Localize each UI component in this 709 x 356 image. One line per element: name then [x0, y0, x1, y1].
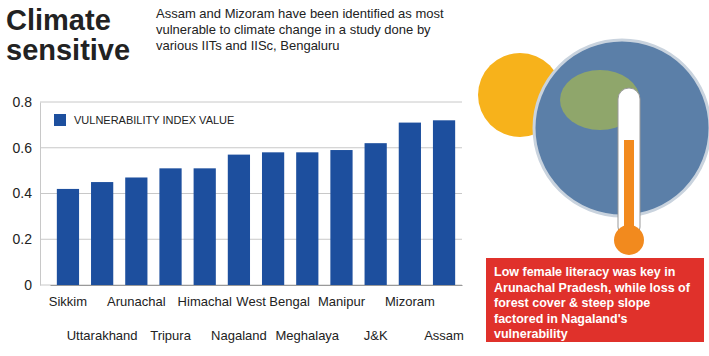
bar	[433, 120, 455, 285]
thermometer-bulb	[614, 225, 644, 255]
title: Climatesensitive	[6, 4, 130, 66]
grid	[40, 102, 462, 285]
x-tick: West Bengal	[236, 285, 310, 309]
x-tick-label: J&K	[364, 328, 388, 343]
grid-line	[40, 147, 462, 148]
x-tick-label: Tripura	[150, 328, 191, 343]
x-tick-label: Himachal	[178, 294, 232, 309]
x-tick: Manipur	[318, 285, 366, 309]
illustration	[478, 40, 709, 255]
thermometer-fill	[624, 140, 634, 230]
x-tick: Himachal	[178, 285, 232, 309]
y-tick-label: 0.8	[13, 94, 33, 110]
x-tick-label: Nagaland	[211, 328, 267, 343]
y-tick-label: 0.6	[13, 140, 33, 156]
x-tick-label: Assam	[424, 328, 464, 343]
y-tick: 0.6	[13, 140, 40, 156]
legend-label: VULNERABILITY INDEX VALUE	[74, 114, 234, 126]
legend: VULNERABILITY INDEX VALUE	[54, 114, 234, 126]
bar	[262, 152, 284, 285]
x-tick: Sikkim	[49, 285, 87, 309]
y-axis: 0 0.2 0.4 0.6 0.8	[13, 94, 41, 293]
annotation-box	[486, 258, 704, 342]
x-tick: Assam	[424, 285, 464, 343]
bar	[228, 155, 250, 285]
y-tick-label: 0.2	[13, 231, 33, 247]
y-tick: 0.2	[13, 231, 40, 247]
bar	[330, 150, 352, 285]
bars	[57, 120, 455, 285]
x-tick: Arunachal	[107, 285, 166, 309]
legend-swatch	[54, 114, 66, 126]
x-tick-label: Uttarakhand	[67, 328, 138, 343]
x-tick-label: Arunachal	[107, 294, 166, 309]
bar	[125, 177, 147, 285]
bar	[159, 168, 181, 285]
x-tick-label: Meghalaya	[275, 328, 339, 343]
y-tick-label: 0	[24, 277, 32, 293]
bar	[296, 152, 318, 285]
y-tick-label: 0.4	[13, 185, 33, 201]
x-tick: Mizoram	[385, 285, 435, 309]
axis-line	[40, 103, 41, 286]
x-tick-label: Mizoram	[385, 294, 435, 309]
bar	[365, 143, 387, 285]
bar	[399, 123, 421, 285]
x-tick-label: Manipur	[318, 294, 366, 309]
grid-line	[40, 102, 462, 103]
bar	[57, 189, 79, 285]
y-tick: 0.4	[13, 185, 40, 201]
subtitle: Assam and Mizoram have been identified a…	[156, 6, 444, 53]
y-tick: 0.8	[13, 94, 40, 110]
axis-line	[51, 285, 463, 286]
x-tick-label: Sikkim	[49, 294, 87, 309]
annotation: Low female literacy was key inArunachal …	[486, 258, 704, 342]
x-tick-label: West Bengal	[236, 294, 310, 309]
x-axis: Sikkim Uttarakhand Arunachal Tripura Himacha…	[49, 285, 464, 343]
thermometer	[618, 88, 640, 238]
annotation-text: Low female literacy was key inArunachal …	[494, 265, 691, 341]
bar	[194, 168, 216, 285]
bar	[91, 182, 113, 285]
y-tick: 0	[24, 277, 40, 293]
